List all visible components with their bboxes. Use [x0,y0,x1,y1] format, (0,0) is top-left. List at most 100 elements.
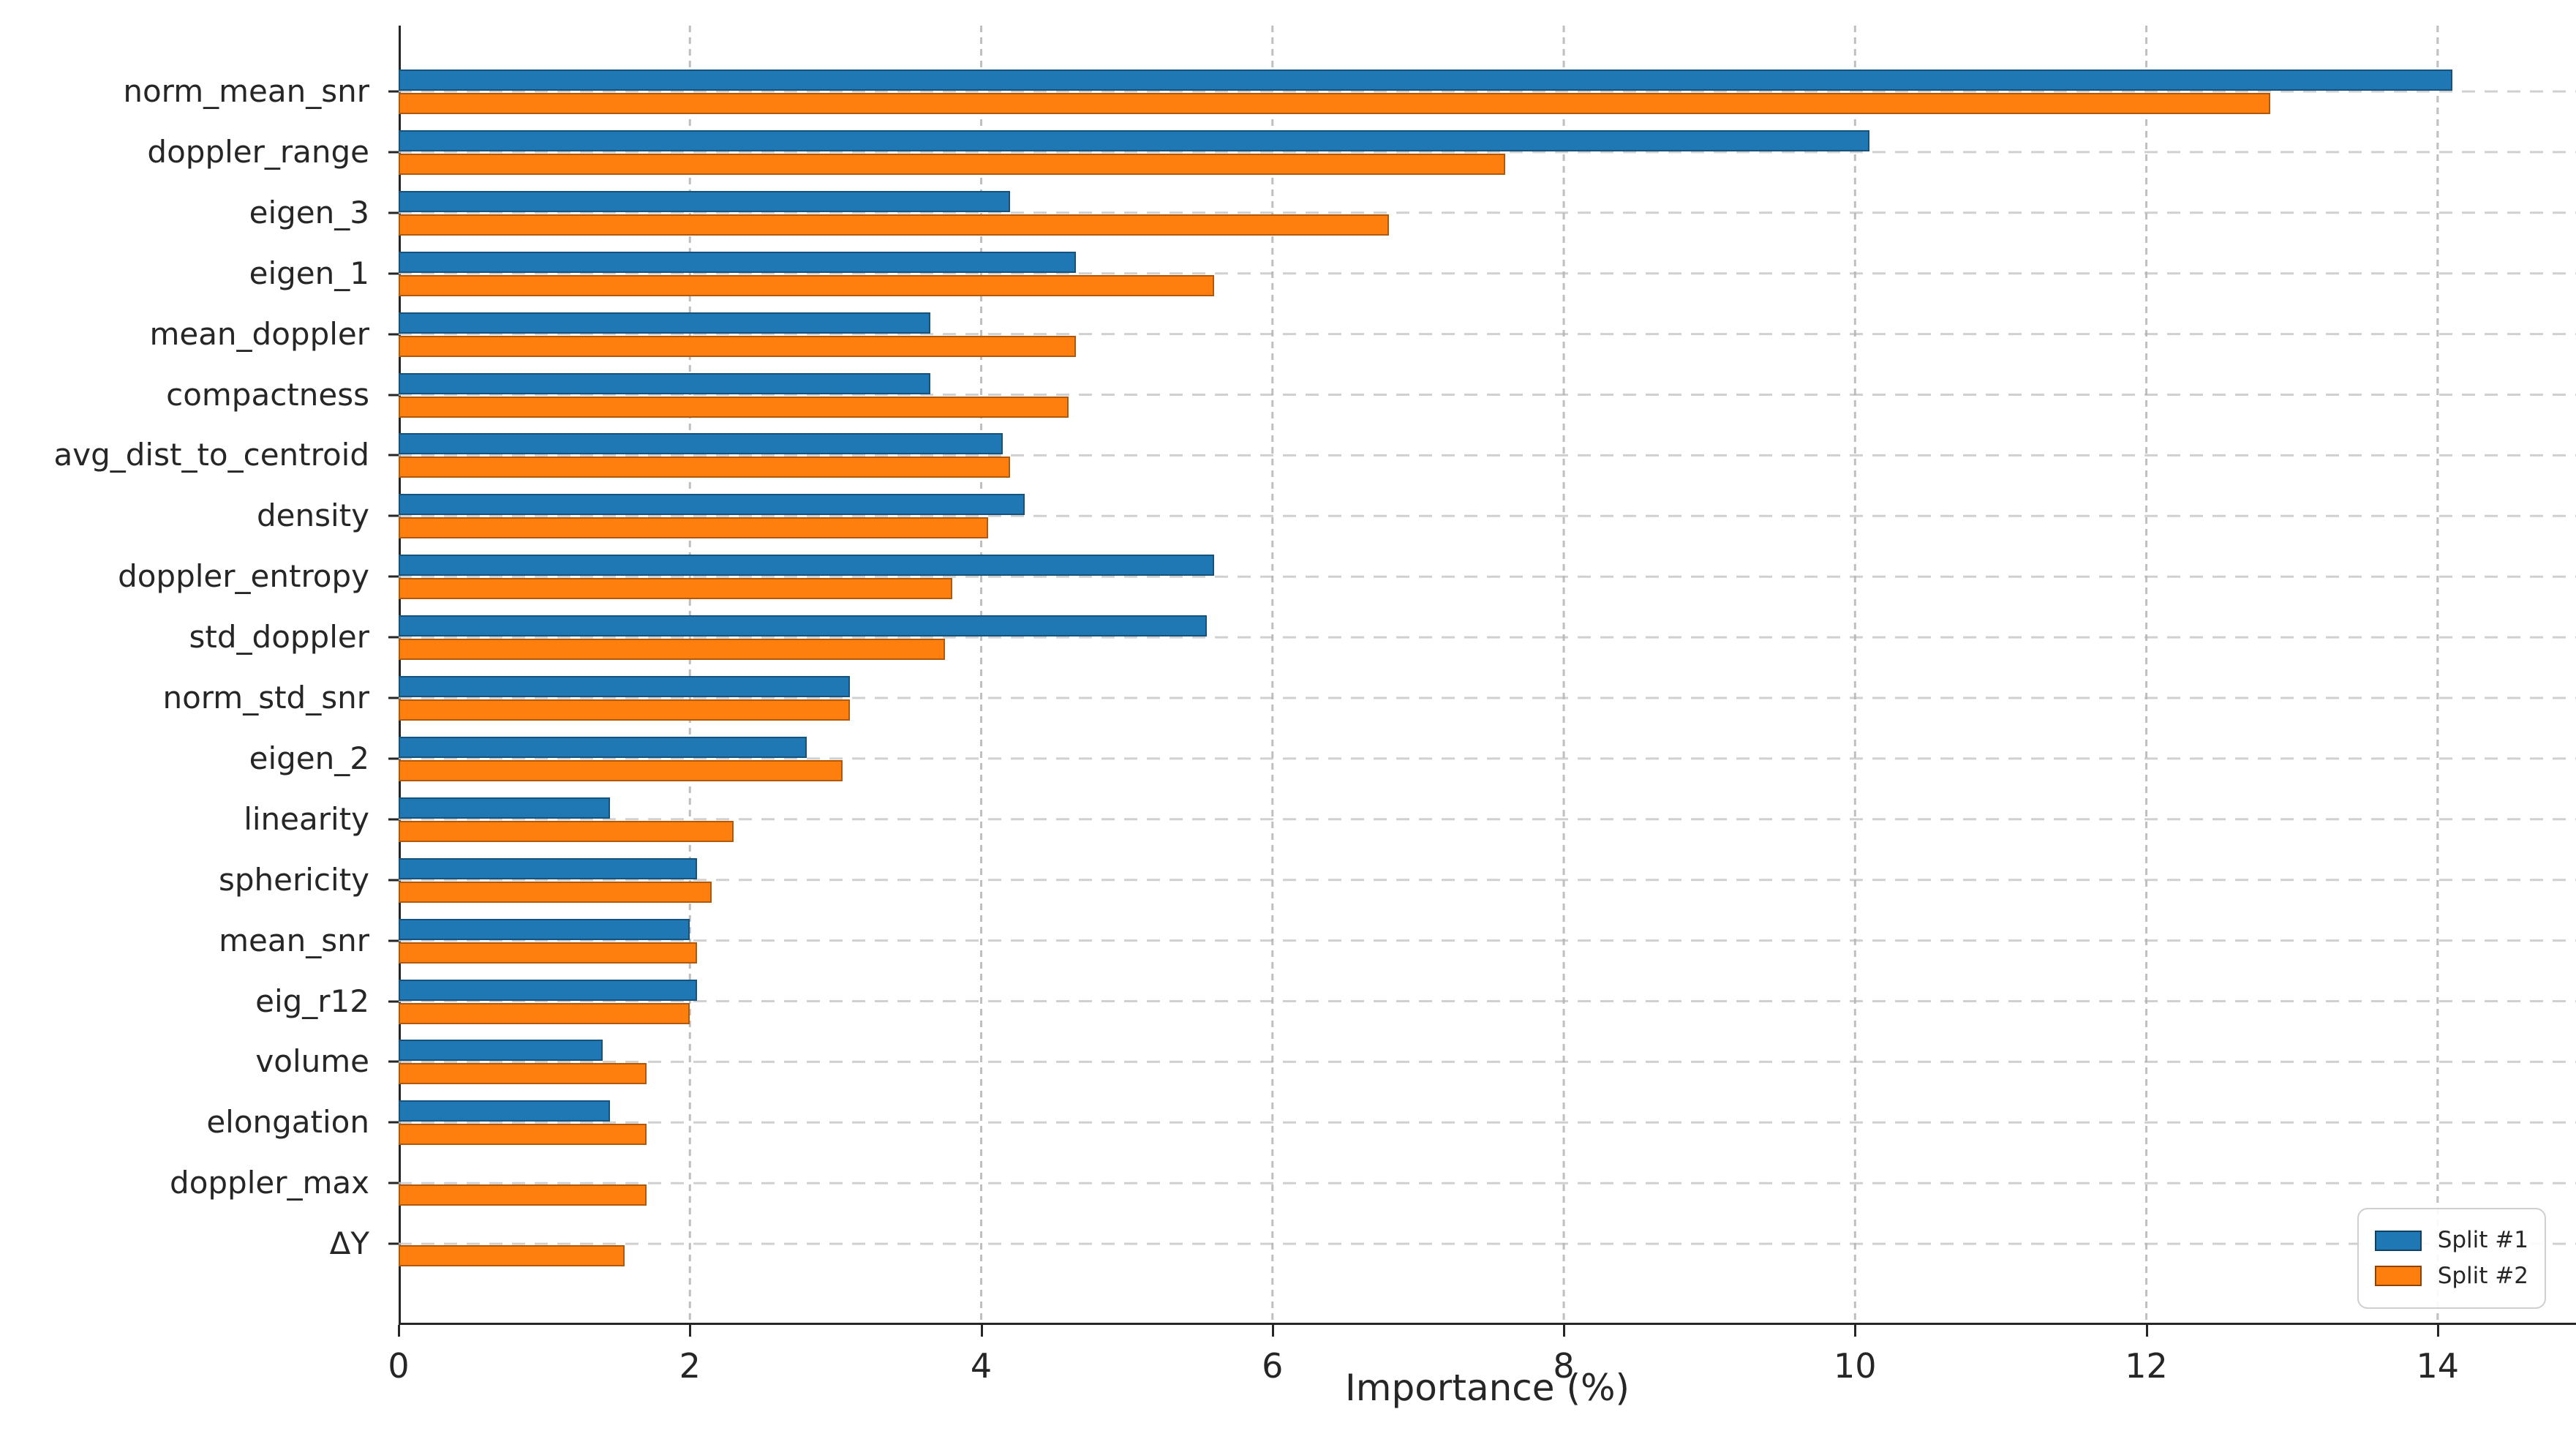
legend-item-split-1: Split #1 [2375,1229,2528,1252]
bar-split-2 [399,214,1389,236]
bar-split-2 [399,1063,647,1085]
x-tick-label: 0 [388,1346,410,1386]
category-label: linearity [244,800,369,837]
y-tick [388,90,399,93]
bar-split-2 [399,1245,625,1267]
x-tick-label: 10 [1834,1346,1877,1386]
x-axis-title: Importance (%) [1345,1367,1630,1409]
y-tick [388,1121,399,1124]
y-tick [388,1000,399,1002]
x-tick [2145,1325,2148,1337]
bar-split-2 [399,1124,647,1146]
category-label: compactness [166,376,369,413]
category-label: eigen_3 [249,194,369,230]
bar-split-2 [399,759,843,781]
bar-split-1 [399,676,850,697]
bar-split-2 [399,820,734,842]
category-label: sphericity [218,861,369,898]
bar-split-1 [399,1040,603,1062]
x-tick [689,1325,692,1337]
category-label: volume [255,1043,369,1080]
x-tick-label: 14 [2416,1346,2460,1386]
x-tick [980,1325,983,1337]
category-label: ΔY [329,1225,369,1262]
category-label: avg_dist_to_centroid [53,437,369,473]
x-tick-label: 8 [1553,1346,1575,1386]
x-tick [1271,1325,1274,1337]
y-tick [388,454,399,457]
x-tick [398,1325,400,1337]
y-tick [388,272,399,275]
category-label: density [257,497,369,534]
bar-split-1 [399,736,807,758]
bar-split-1 [399,70,2452,91]
category-label: mean_doppler [149,315,369,352]
y-tick [388,394,399,396]
y-tick [388,333,399,336]
bar-split-2 [399,639,945,661]
y-tick [388,1242,399,1245]
x-tick [2436,1325,2439,1337]
bar-split-1 [399,312,930,334]
category-label: eigen_2 [249,740,369,776]
bar-split-2 [399,1184,647,1206]
category-label: std_doppler [189,619,369,656]
category-label: doppler_range [147,133,369,170]
bar-split-1 [399,251,1076,273]
legend-label-split-1: Split #1 [2437,1227,2528,1254]
bar-split-2 [399,1002,690,1024]
category-label: doppler_entropy [118,558,369,595]
bar-split-1 [399,1100,610,1122]
x-axis-spine [399,1323,2576,1325]
bar-split-2 [399,517,988,539]
y-axis-spine [399,26,401,1323]
x-tick [1854,1325,1857,1337]
y-tick [388,636,399,639]
y-tick [388,696,399,699]
category-label: norm_std_snr [162,680,369,716]
bar-split-1 [399,433,1003,455]
category-label: doppler_max [170,1165,369,1201]
y-tick [388,211,399,214]
bar-split-1 [399,797,610,819]
y-tick [388,151,399,154]
y-tick [388,1182,399,1184]
bar-split-1 [399,615,1207,637]
x-tick-label: 6 [1262,1346,1284,1386]
bar-split-2 [399,942,697,964]
legend-swatch-split-2 [2375,1266,2422,1287]
bar-split-1 [399,918,690,940]
bar-split-1 [399,979,697,1001]
bar-split-2 [399,274,1214,296]
x-tick [1563,1325,1566,1337]
legend: Split #1 Split #2 [2357,1208,2546,1309]
y-tick [388,575,399,578]
x-tick-label: 12 [2125,1346,2168,1386]
y-tick [388,879,399,882]
bar-split-2 [399,153,1505,175]
category-label: eig_r12 [255,983,369,1019]
category-label: eigen_1 [249,255,369,291]
bar-split-1 [399,129,1869,151]
legend-label-split-2: Split #2 [2437,1262,2528,1289]
bar-split-1 [399,555,1214,576]
y-tick [388,514,399,517]
category-label: mean_snr [219,922,369,958]
y-tick [388,939,399,942]
bar-split-2 [399,578,952,600]
bar-split-1 [399,190,1010,212]
category-label: norm_mean_snr [123,73,369,109]
bar-split-2 [399,335,1076,357]
legend-swatch-split-1 [2375,1230,2422,1251]
bar-split-1 [399,857,697,879]
bar-split-1 [399,494,1025,516]
legend-item-split-2: Split #2 [2375,1262,2528,1289]
bar-split-2 [399,881,712,903]
bar-split-2 [399,93,2270,114]
bar-split-1 [399,372,930,394]
y-tick [388,757,399,760]
y-tick [388,1060,399,1063]
x-tick-label: 2 [679,1346,701,1386]
bar-split-2 [399,457,1010,478]
